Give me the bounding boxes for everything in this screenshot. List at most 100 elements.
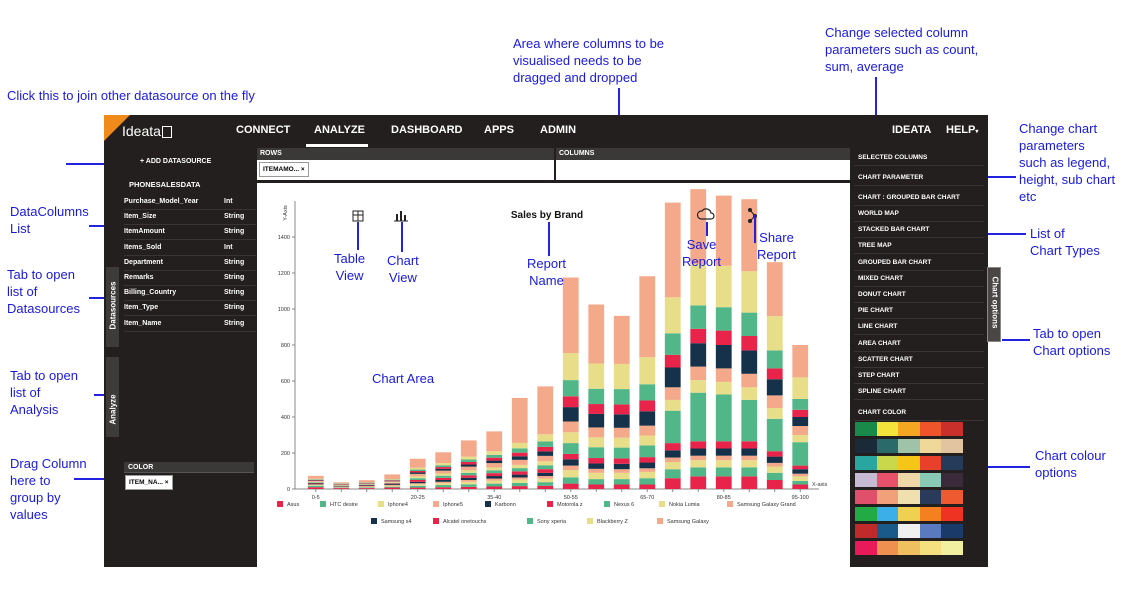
chart-type-item[interactable]: GROUPED BAR CHART bbox=[854, 255, 984, 271]
color-palette-option[interactable] bbox=[855, 490, 963, 505]
bar-segment bbox=[715, 195, 732, 266]
color-swatch bbox=[855, 507, 877, 521]
nav-help[interactable]: HELP▾ bbox=[946, 124, 979, 136]
bar-segment bbox=[358, 484, 375, 486]
tab-analyze[interactable]: Analyze bbox=[106, 357, 119, 437]
field-row[interactable]: Item_Name String bbox=[124, 317, 256, 332]
bar-segment bbox=[511, 486, 528, 489]
nav-analyze[interactable]: ANALYZE bbox=[314, 124, 365, 136]
color-swatch bbox=[876, 541, 899, 555]
nav-apps[interactable]: APPS bbox=[484, 124, 514, 136]
bar-segment bbox=[741, 373, 758, 388]
bar-segment bbox=[741, 467, 758, 477]
color-swatch bbox=[941, 456, 963, 470]
field-row[interactable]: Remarks String bbox=[124, 271, 256, 286]
color-swatch bbox=[898, 507, 920, 521]
color-palette-option[interactable] bbox=[855, 473, 963, 488]
bar-segment bbox=[358, 488, 375, 489]
chart-type-item[interactable]: STACKED BAR CHART bbox=[854, 222, 984, 239]
color-palette-option[interactable] bbox=[855, 422, 963, 437]
field-row[interactable]: Item_Type String bbox=[124, 301, 256, 317]
chart-type-item[interactable]: STEP CHART bbox=[854, 368, 984, 384]
bar-segment bbox=[588, 458, 605, 464]
bar-segment bbox=[460, 475, 477, 478]
field-row[interactable]: Items_Sold Int bbox=[124, 241, 256, 256]
selected-columns-header[interactable]: SELECTED COLUMNS bbox=[854, 150, 984, 166]
bar-segment bbox=[486, 473, 503, 477]
bar-segment bbox=[792, 469, 809, 474]
bar-segment bbox=[766, 480, 783, 489]
color-palette-option[interactable] bbox=[855, 541, 963, 556]
color-palette-option[interactable] bbox=[855, 439, 963, 454]
save-report-icon[interactable] bbox=[696, 208, 715, 220]
legend-swatch bbox=[320, 501, 326, 507]
tab-chart-options[interactable]: Chart options bbox=[987, 267, 1001, 342]
legend-swatch bbox=[371, 518, 377, 524]
columns-shelf[interactable] bbox=[556, 160, 850, 180]
logo-mark-icon bbox=[161, 126, 172, 139]
bar-segment bbox=[384, 486, 401, 488]
chart-type-item[interactable]: MIXED CHART bbox=[854, 271, 984, 287]
bar-segment bbox=[562, 470, 579, 478]
color-palette-option[interactable] bbox=[855, 507, 963, 522]
nav-connect[interactable]: CONNECT bbox=[236, 124, 291, 136]
columns-shelf-header: COLUMNS bbox=[556, 148, 850, 160]
bar-segment bbox=[435, 475, 452, 478]
chart-type-item[interactable]: DONUT CHART bbox=[854, 287, 984, 303]
field-type: String bbox=[224, 228, 245, 236]
bar-segment bbox=[333, 487, 350, 489]
bar-segment bbox=[741, 460, 758, 468]
color-dropzone-header: COLOR bbox=[124, 462, 254, 473]
bar-segment bbox=[588, 437, 605, 448]
field-row[interactable]: Purchase_Model_Year Int bbox=[124, 195, 256, 210]
rows-column-chip[interactable]: ITEMAMO... × bbox=[259, 162, 309, 177]
chart-type-header: CHART : GROUPED BAR CHART bbox=[854, 190, 984, 206]
bar-segment bbox=[792, 473, 809, 477]
chart-type-item[interactable]: SCATTER CHART bbox=[854, 352, 984, 368]
color-swatch bbox=[941, 541, 963, 555]
color-palette-option[interactable] bbox=[855, 524, 963, 539]
field-row[interactable]: Department String bbox=[124, 256, 256, 271]
bar-segment bbox=[460, 486, 477, 489]
bar-segment bbox=[715, 460, 732, 468]
chart-view-icon[interactable] bbox=[396, 214, 398, 221]
tab-datasources[interactable]: Datasources bbox=[106, 267, 119, 347]
annotation-chart-view: Chart View bbox=[387, 253, 419, 285]
color-palette-option[interactable] bbox=[855, 456, 963, 471]
bar-segment bbox=[588, 468, 605, 473]
chart-type-item[interactable]: TREE MAP bbox=[854, 238, 984, 255]
chart-type-item[interactable]: AREA CHART bbox=[854, 336, 984, 352]
annotation-report-name: Report Name bbox=[527, 256, 567, 288]
bar-segment bbox=[588, 363, 605, 389]
color-swatch bbox=[919, 439, 942, 453]
chart-type-item[interactable]: WORLD MAP bbox=[854, 206, 984, 222]
field-row[interactable]: ItemAmount String bbox=[124, 225, 256, 241]
pointer-line bbox=[962, 466, 1030, 468]
chart-type-item[interactable]: LINE CHART bbox=[854, 319, 984, 336]
field-row[interactable]: Item_Size String bbox=[124, 210, 256, 226]
bar-segment bbox=[741, 399, 758, 442]
bar-segment bbox=[588, 427, 605, 438]
color-swatch bbox=[855, 473, 877, 487]
color-swatch bbox=[941, 507, 963, 521]
nav-ideata[interactable]: IDEATA bbox=[892, 124, 932, 136]
rows-shelf[interactable] bbox=[257, 160, 554, 180]
close-icon[interactable]: × bbox=[164, 479, 169, 486]
field-row[interactable]: Billing_Country String bbox=[124, 286, 256, 302]
chart-type-item[interactable]: PIE CHART bbox=[854, 303, 984, 320]
app-logo[interactable]: Ideata bbox=[122, 123, 172, 139]
bar-segment bbox=[435, 463, 452, 466]
color-column-chip[interactable]: ITEM_NA... × bbox=[125, 475, 173, 490]
bar-segment bbox=[435, 480, 452, 482]
bar-segment bbox=[486, 486, 503, 489]
bar-segment bbox=[690, 441, 707, 449]
bar-segment bbox=[562, 459, 579, 466]
add-datasource-button[interactable]: + ADD DATASOURCE bbox=[140, 158, 212, 165]
legend-label: Blackberry Z bbox=[597, 519, 629, 525]
bar-segment bbox=[792, 345, 809, 378]
close-icon[interactable]: × bbox=[300, 166, 305, 173]
chart-parameter-header[interactable]: CHART PARAMETER bbox=[854, 170, 984, 186]
nav-dashboard[interactable]: DASHBOARD bbox=[391, 124, 463, 136]
chart-type-item[interactable]: SPLINE CHART bbox=[854, 384, 984, 401]
nav-admin[interactable]: ADMIN bbox=[540, 124, 577, 136]
